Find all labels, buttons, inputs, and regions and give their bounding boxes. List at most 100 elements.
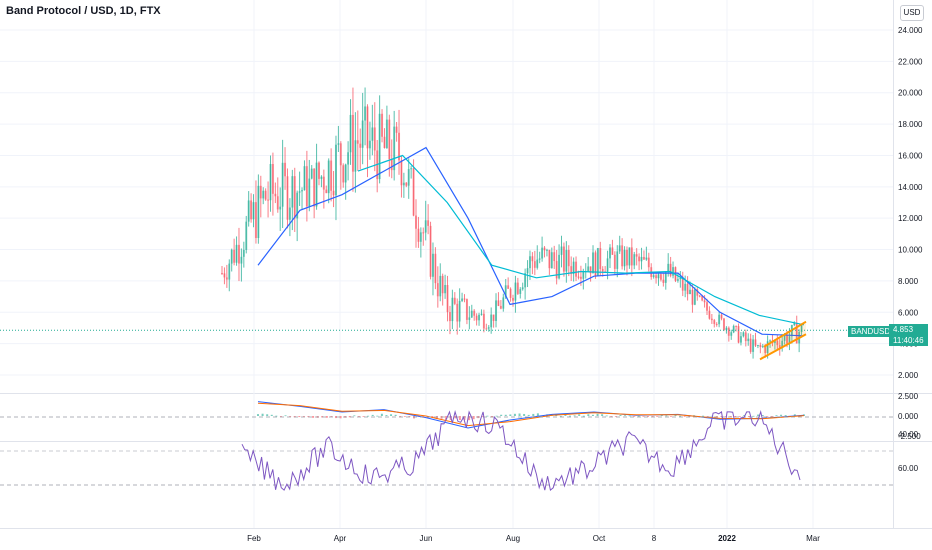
candle-body (570, 266, 573, 275)
candle-body (662, 279, 665, 283)
macd-histogram-bar (270, 414, 273, 416)
candle-body (516, 282, 519, 294)
candle-body (225, 277, 228, 280)
candle-body (436, 283, 439, 297)
macd-histogram-bar (578, 414, 581, 416)
candle-body (415, 215, 417, 229)
macd-histogram-bar (573, 415, 576, 417)
candle-body (735, 325, 738, 327)
candle-body (730, 332, 733, 336)
macd-histogram-bar (261, 413, 264, 416)
candle-body (599, 248, 602, 269)
candle-body (250, 200, 253, 220)
candle-body (555, 261, 558, 279)
candle-body (429, 225, 432, 277)
macd-histogram-bar (692, 415, 695, 417)
candle-body (560, 246, 563, 255)
y-tick-label: 2.000 (898, 371, 919, 380)
candle-body (412, 168, 415, 216)
candle-body (528, 256, 531, 269)
candle-body (451, 297, 454, 322)
candle-body (645, 257, 648, 260)
macd-histogram-bar (784, 415, 787, 416)
candle-body (759, 344, 762, 347)
candle-body (657, 274, 660, 279)
candle-body (742, 332, 745, 337)
candle-body (725, 327, 728, 331)
trend-channel-lower (759, 333, 807, 361)
candle-body (793, 322, 796, 326)
x-tick-label: 2022 (718, 534, 736, 543)
x-tick-label: Oct (593, 534, 606, 543)
macd-histogram-bar (633, 416, 636, 417)
candle-body (332, 190, 335, 196)
macd-histogram-bar (468, 416, 471, 421)
candle-body (271, 164, 274, 194)
candle-body (524, 273, 527, 288)
candle-body (786, 335, 789, 344)
candle-body (405, 182, 408, 186)
candle-body (684, 283, 687, 291)
candle-body (565, 250, 568, 272)
macd-histogram-bar (793, 414, 796, 416)
candle-body (676, 279, 679, 281)
candle-body (257, 185, 260, 239)
candle-body (592, 252, 595, 274)
candle-body (621, 245, 624, 267)
candle-body (356, 140, 359, 144)
candle-body (422, 232, 425, 234)
candle-body (364, 106, 367, 121)
y-tick-label: 8.000 (898, 277, 919, 286)
candle-body (330, 160, 333, 191)
candle-body (706, 302, 708, 311)
candle-body (502, 297, 505, 309)
macd-histogram-bar (734, 416, 737, 418)
macd-histogram-bar (266, 414, 269, 416)
candle-body (458, 300, 461, 322)
macd-histogram-bar (527, 414, 530, 416)
macd-histogram-bar (481, 416, 484, 417)
candle-body (550, 252, 553, 269)
candle-body (235, 244, 238, 263)
y-tick-label: 22.000 (898, 57, 923, 66)
candle-body (788, 336, 791, 344)
candle-body (761, 346, 764, 348)
candle-body (536, 259, 539, 268)
macd-histogram-bar (628, 415, 631, 417)
candle-body (507, 285, 510, 289)
macd-histogram-bar (757, 414, 760, 416)
candle-body (342, 165, 345, 183)
y-tick-label: 14.000 (898, 183, 923, 192)
candle-body (594, 252, 597, 276)
candle-body (623, 249, 626, 267)
candle-body (548, 249, 551, 269)
candle-body (541, 247, 544, 259)
candle-body (361, 120, 364, 148)
candle-body (667, 263, 670, 273)
candle-body (221, 273, 223, 275)
candle-body (713, 320, 716, 324)
last-price-value: 4.853 (893, 325, 914, 334)
macd-histogram-bar (637, 415, 640, 417)
candle-body (635, 254, 638, 257)
macd-histogram-bar (523, 413, 526, 416)
candle-body (618, 245, 621, 252)
candle-body (228, 263, 231, 280)
candle-body (482, 313, 485, 329)
currency-button[interactable]: USD (900, 5, 924, 21)
macd-histogram-bar (752, 415, 755, 417)
candle-body (512, 297, 514, 301)
candle-body (495, 300, 498, 321)
candle-body (441, 275, 444, 294)
macd-histogram-bar (647, 416, 649, 417)
y-tick-label: 2.500 (898, 392, 919, 401)
candle-body (652, 275, 655, 277)
candle-body (487, 327, 490, 329)
macd-histogram-bar (330, 416, 333, 417)
candle-body (776, 340, 779, 346)
rsi-line (241, 410, 801, 492)
macd-histogram-bar (610, 416, 613, 417)
candle-body (456, 303, 459, 322)
candle-body (378, 113, 381, 180)
